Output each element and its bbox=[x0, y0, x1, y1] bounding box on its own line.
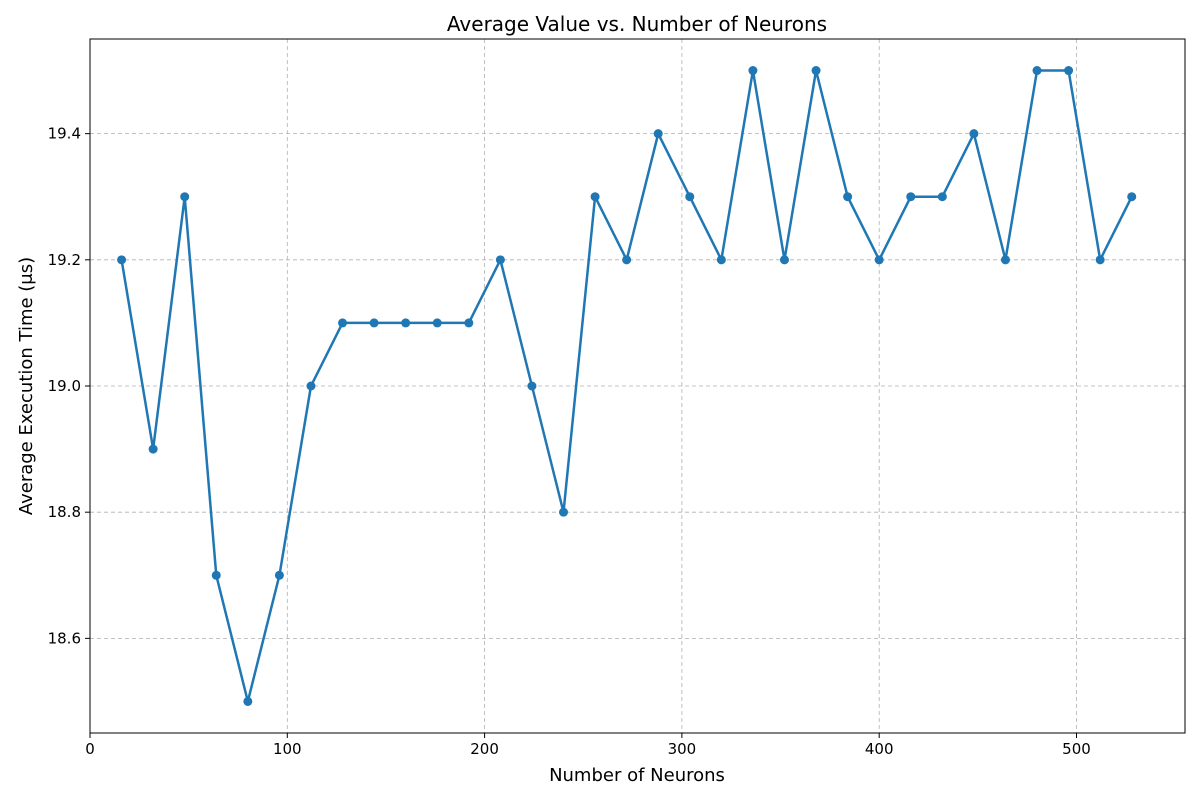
data-point bbox=[338, 318, 348, 328]
x-tick-label: 300 bbox=[668, 740, 697, 758]
data-point bbox=[527, 381, 537, 391]
y-tick-label: 19.4 bbox=[48, 125, 81, 143]
data-point bbox=[148, 444, 158, 454]
y-tick-label: 18.6 bbox=[48, 629, 81, 647]
data-point bbox=[306, 381, 316, 391]
x-tick-label: 100 bbox=[273, 740, 302, 758]
x-axis-label: Number of Neurons bbox=[549, 765, 725, 786]
x-tick-label: 500 bbox=[1062, 740, 1091, 758]
data-point bbox=[937, 192, 947, 202]
data-point bbox=[590, 192, 600, 202]
data-point bbox=[622, 255, 632, 265]
data-point bbox=[653, 129, 663, 139]
data-point bbox=[117, 255, 127, 265]
data-point bbox=[180, 192, 190, 202]
y-tick-label: 19.0 bbox=[48, 377, 81, 395]
x-axis: 0 100 200 300 400 500 bbox=[85, 733, 1091, 758]
y-tick-label: 19.2 bbox=[48, 251, 81, 269]
data-point bbox=[1032, 66, 1042, 76]
data-point bbox=[243, 696, 253, 706]
data-point bbox=[1095, 255, 1105, 265]
data-point bbox=[1127, 192, 1137, 202]
data-point bbox=[1000, 255, 1010, 265]
data-point bbox=[495, 255, 505, 265]
data-point bbox=[432, 318, 442, 328]
data-point bbox=[464, 318, 474, 328]
data-point bbox=[211, 570, 221, 580]
data-point bbox=[906, 192, 916, 202]
series-average-execution-time bbox=[117, 66, 1137, 706]
data-point bbox=[1064, 66, 1074, 76]
data-point bbox=[811, 66, 821, 76]
y-tick-label: 18.8 bbox=[48, 503, 81, 521]
data-point bbox=[559, 507, 569, 517]
data-point bbox=[716, 255, 726, 265]
x-tick-label: 200 bbox=[470, 740, 499, 758]
y-axis: 18.6 18.8 19.0 19.2 19.4 bbox=[48, 125, 90, 647]
data-point bbox=[748, 66, 758, 76]
x-tick-label: 400 bbox=[865, 740, 894, 758]
data-point bbox=[874, 255, 884, 265]
data-point bbox=[779, 255, 789, 265]
data-point bbox=[969, 129, 979, 139]
grid bbox=[89, 39, 1185, 733]
chart-title: Average Value vs. Number of Neurons bbox=[447, 12, 827, 36]
data-point bbox=[401, 318, 411, 328]
data-point bbox=[685, 192, 695, 202]
data-point bbox=[843, 192, 853, 202]
data-point bbox=[274, 570, 284, 580]
data-point bbox=[369, 318, 379, 328]
y-axis-label: Average Execution Time (μs) bbox=[16, 257, 37, 515]
x-tick-label: 0 bbox=[85, 740, 95, 758]
